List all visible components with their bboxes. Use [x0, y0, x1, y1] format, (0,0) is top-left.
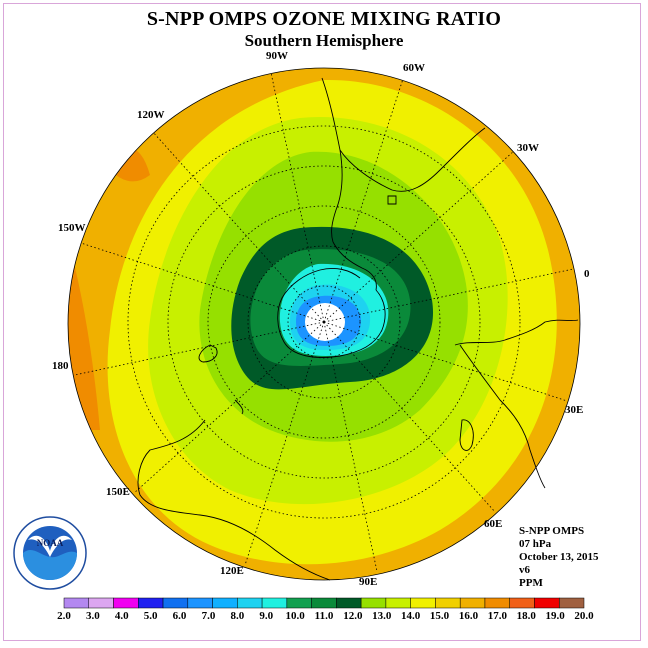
africa-coast [454, 319, 579, 489]
australia-coast [137, 419, 331, 581]
colorbar-swatch [187, 597, 213, 609]
latitude-circle [207, 205, 441, 439]
colorbar-swatch [435, 597, 461, 609]
meridian-line [323, 321, 378, 573]
colorbar-tick-label: 12.0 [343, 610, 363, 622]
lon-label-180: 180 [52, 360, 69, 372]
colorbar-swatch [558, 597, 585, 609]
colorbar-tick-label: 4.0 [115, 610, 129, 622]
colorbar-swatch [459, 597, 486, 609]
meridian-line [244, 321, 325, 566]
info-version: v6 [519, 564, 530, 576]
colorbar-swatch [286, 597, 312, 609]
lon-label-0: 0 [584, 268, 590, 280]
antarctic-peninsula-coast [332, 241, 377, 291]
meridian-line [323, 321, 496, 513]
figure-frame [3, 3, 641, 641]
latitude-circle [247, 245, 401, 399]
colorbar-swatch [360, 597, 387, 609]
info-block: S-NPP OMPS 07 hPa October 13, 2015 v6 PP… [519, 525, 599, 590]
colorbar-swatch [484, 597, 510, 609]
lon-label-90w: 90W [266, 50, 288, 62]
lon-label-30w: 30W [517, 142, 539, 154]
meridian-line [152, 131, 325, 323]
latitude-circle [127, 125, 521, 519]
meridian-line [133, 321, 325, 494]
colorbar-tick-label: 20.0 [574, 610, 594, 622]
lon-label-90e: 90E [359, 576, 378, 588]
map-boundary [67, 67, 581, 581]
colorbar-swatch [63, 597, 90, 609]
colorbar-tick-label: 13.0 [372, 610, 392, 622]
colorbar-tick-label: 5.0 [144, 610, 158, 622]
madagascar-coast [459, 419, 474, 451]
colorbar-tick-label: 16.0 [459, 610, 479, 622]
colorbar-swatch [113, 597, 139, 609]
colorbar-tick-label: 8.0 [230, 610, 244, 622]
info-instrument: S-NPP OMPS [519, 525, 585, 537]
info-units: PPM [519, 577, 543, 589]
new-zealand-coast [198, 344, 218, 363]
colorbar-swatch [88, 597, 114, 609]
meridian-line [323, 150, 515, 323]
lon-label-60w: 60W [403, 62, 425, 74]
colorbar-swatch [261, 597, 288, 609]
south-america-coast [321, 77, 486, 243]
meridian-line [80, 242, 325, 323]
colorbar-swatch [212, 597, 238, 609]
latitude-circle [167, 165, 481, 479]
colorbar-swatch [237, 597, 263, 609]
noaa-logo: NOAA [13, 516, 87, 590]
lon-label-120w: 120W [137, 109, 165, 121]
colorbar-tick-label: 18.0 [517, 610, 537, 622]
colorbar-tick-label: 11.0 [315, 610, 334, 622]
colorbar-tick-label: 7.0 [202, 610, 216, 622]
meridian-line [323, 321, 568, 402]
lon-label-150e: 150E [106, 486, 130, 498]
lon-label-30e: 30E [565, 404, 584, 416]
colorbar-swatch [162, 597, 189, 609]
noaa-logo-text: NOAA [37, 538, 64, 548]
colorbar-tick-label: 10.0 [285, 610, 305, 622]
meridian-line [73, 321, 325, 376]
colorbar-tick-label: 2.0 [57, 610, 71, 622]
lon-label-150w: 150W [58, 222, 86, 234]
colorbar-swatch [509, 597, 535, 609]
chart-title: S-NPP OMPS OZONE MIXING RATIO [146, 8, 502, 30]
colorbar-tick-label: 9.0 [259, 610, 273, 622]
colorbar-tick-label: 14.0 [401, 610, 421, 622]
latitude-circle [287, 285, 361, 359]
colorbar-swatch [138, 597, 164, 609]
falklands-coast [387, 195, 397, 205]
meridian-line [270, 71, 325, 323]
colorbar-swatch [385, 597, 411, 609]
info-level: 07 hPa [519, 538, 552, 550]
colorbar-swatch [410, 597, 436, 609]
meridian-line [323, 268, 575, 323]
meridian-line [323, 78, 404, 323]
colorbar-swatch [534, 597, 560, 609]
colorbar-swatch [336, 597, 362, 609]
colorbar-tick-label: 3.0 [86, 610, 100, 622]
colorbar-tick-label: 19.0 [545, 610, 565, 622]
pole-dot [322, 320, 326, 324]
colorbar-tick-label: 6.0 [173, 610, 187, 622]
colorbar-tick-label: 15.0 [430, 610, 450, 622]
colorbar-swatch [311, 597, 337, 609]
coastlines [137, 77, 579, 581]
lon-label-120e: 120E [220, 565, 244, 577]
antarctica-coast [277, 267, 386, 358]
colorbar: 2.0 3.0 4.0 5.0 6.0 7.0 8.0 9.0 10.0 11.0 12.0 13.0… [57, 597, 594, 622]
chart-subtitle: Southern Hemisphere [244, 31, 404, 50]
colorbar-tick-label: 17.0 [488, 610, 508, 622]
lat-lon-grid [73, 71, 575, 573]
lon-label-60e: 60E [484, 518, 503, 530]
ozone-field [68, 68, 580, 580]
tasmania-coast [234, 399, 244, 415]
info-date: October 13, 2015 [519, 551, 599, 563]
